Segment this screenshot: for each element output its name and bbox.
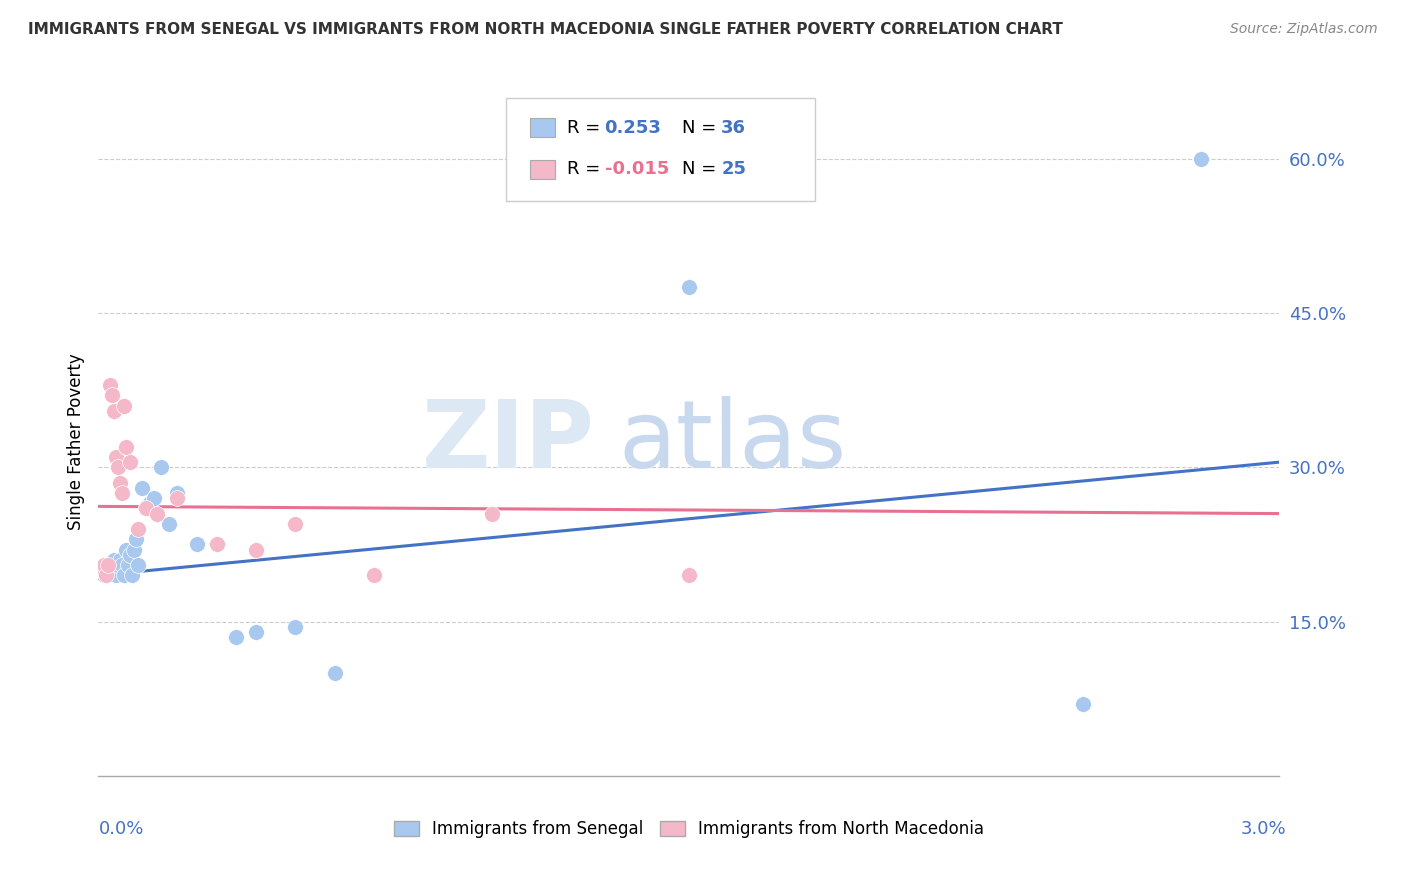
- Point: [91, 563, 114, 577]
- Point: [115, 542, 138, 557]
- Point: [101, 558, 124, 572]
- Point: [108, 553, 131, 567]
- Point: [138, 496, 160, 510]
- Text: N =: N =: [682, 119, 721, 136]
- Text: R =: R =: [567, 161, 606, 178]
- Point: [89, 563, 111, 577]
- Point: [127, 522, 149, 536]
- Point: [108, 475, 131, 490]
- Point: [1189, 152, 1212, 166]
- Point: [98, 558, 121, 572]
- Point: [96, 568, 118, 582]
- Text: N =: N =: [682, 161, 721, 178]
- Point: [284, 620, 307, 634]
- Point: [93, 568, 115, 582]
- Point: [363, 568, 385, 582]
- Text: Source: ZipAtlas.com: Source: ZipAtlas.com: [1230, 22, 1378, 37]
- Point: [107, 558, 129, 572]
- Point: [112, 568, 135, 582]
- Point: [93, 558, 115, 572]
- Point: [225, 630, 247, 644]
- Point: [97, 563, 120, 577]
- Text: ZIP: ZIP: [422, 395, 595, 488]
- Point: [103, 553, 125, 567]
- Point: [157, 516, 180, 531]
- Point: [131, 481, 153, 495]
- Point: [142, 491, 165, 505]
- Point: [121, 568, 143, 582]
- Point: [127, 558, 149, 572]
- Point: [125, 533, 148, 547]
- Text: -0.015: -0.015: [605, 161, 669, 178]
- Point: [205, 537, 228, 551]
- Point: [135, 501, 157, 516]
- Legend: Immigrants from Senegal, Immigrants from North Macedonia: Immigrants from Senegal, Immigrants from…: [387, 814, 991, 845]
- Point: [105, 450, 128, 464]
- Point: [284, 516, 307, 531]
- Point: [97, 558, 120, 572]
- Point: [111, 558, 134, 572]
- Point: [111, 486, 134, 500]
- Point: [150, 460, 173, 475]
- Point: [117, 558, 139, 572]
- Point: [105, 568, 128, 582]
- Point: [112, 399, 135, 413]
- Point: [186, 537, 208, 551]
- Y-axis label: Single Father Poverty: Single Father Poverty: [66, 353, 84, 530]
- Point: [678, 568, 700, 582]
- Point: [115, 440, 138, 454]
- Point: [166, 491, 188, 505]
- Text: 25: 25: [721, 161, 747, 178]
- Point: [91, 563, 114, 577]
- Point: [103, 403, 125, 417]
- Point: [146, 507, 169, 521]
- Point: [101, 388, 124, 402]
- Text: 3.0%: 3.0%: [1241, 820, 1286, 838]
- Text: IMMIGRANTS FROM SENEGAL VS IMMIGRANTS FROM NORTH MACEDONIA SINGLE FATHER POVERTY: IMMIGRANTS FROM SENEGAL VS IMMIGRANTS FR…: [28, 22, 1063, 37]
- Point: [135, 501, 157, 516]
- Point: [678, 280, 700, 294]
- Text: 0.0%: 0.0%: [98, 820, 143, 838]
- Point: [107, 460, 129, 475]
- Point: [166, 486, 188, 500]
- Point: [481, 507, 503, 521]
- Point: [96, 568, 118, 582]
- Text: 36: 36: [721, 119, 747, 136]
- Point: [118, 548, 141, 562]
- Point: [323, 666, 346, 681]
- Point: [245, 624, 267, 639]
- Point: [245, 542, 267, 557]
- Point: [118, 455, 141, 469]
- Point: [89, 563, 111, 577]
- Text: atlas: atlas: [619, 395, 846, 488]
- Text: 0.253: 0.253: [605, 119, 661, 136]
- Point: [205, 537, 228, 551]
- Text: R =: R =: [567, 119, 606, 136]
- Point: [98, 378, 121, 392]
- Point: [1071, 697, 1094, 711]
- Point: [122, 542, 145, 557]
